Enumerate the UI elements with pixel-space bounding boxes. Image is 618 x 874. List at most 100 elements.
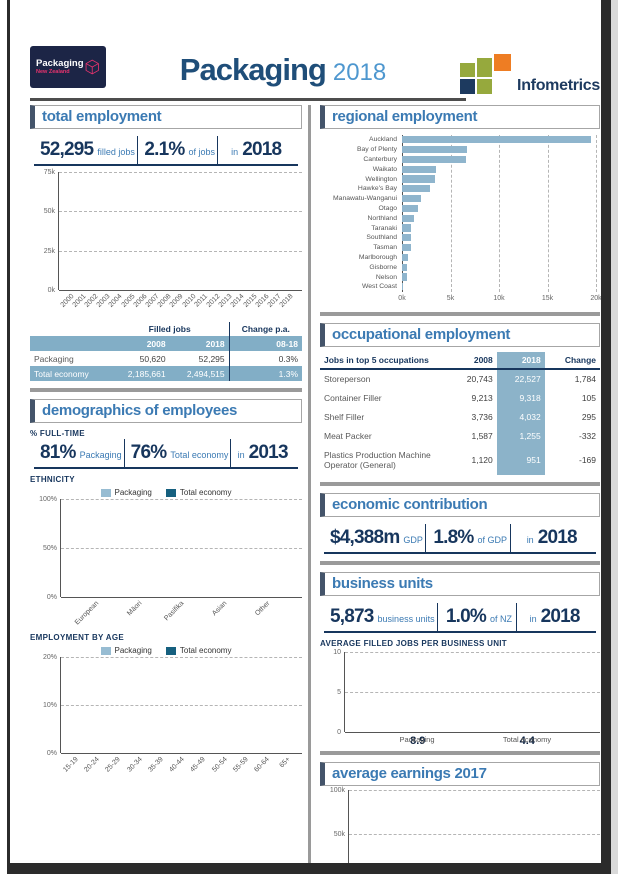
- packaging-nz-logo: Packaging New Zealand: [30, 46, 106, 88]
- x-tick-label: 15k: [541, 294, 554, 302]
- legend-swatch: [165, 646, 176, 655]
- x-axis-labels: 0k 5k 10k 15k 20k: [398, 292, 601, 305]
- business-units-chart: 0 5 10 8.9 4.4 Packaging Total economy: [320, 649, 600, 747]
- y-tick-label: 0%: [46, 750, 57, 758]
- columns: total employment 52,295 filled jobs 2.1%…: [30, 105, 602, 874]
- ethnicity-label: ETHNICITY: [30, 475, 75, 485]
- hbar-row: Marlborough: [320, 253, 600, 263]
- x-tick-label: Pasifika: [163, 600, 186, 623]
- gridline: [61, 657, 302, 659]
- gridline: [61, 753, 302, 755]
- section-demographics: demographics of employees % FULL-TIME 81…: [30, 399, 302, 779]
- right-column: regional employment Auckland Bay of Plent…: [308, 105, 602, 874]
- x-tick-label: 20k: [590, 294, 602, 302]
- section-title: total employment: [30, 105, 302, 129]
- hbar-label: Wellington: [365, 175, 397, 183]
- section-business-units: business units 5,873 business units 1.0%…: [320, 571, 600, 747]
- hbar-label: Otago: [378, 204, 397, 212]
- demographics-stats: 81% Packaging 76% Total economy in 2013: [34, 439, 298, 470]
- gridline: [499, 135, 500, 292]
- stat-share-of-jobs: 2.1% of jobs: [138, 136, 219, 164]
- filled-jobs-table: Filled jobs Change p.a. 2008 2018 08-18: [30, 322, 302, 382]
- bar-value-label: 8.9: [410, 734, 426, 747]
- section-divider: [320, 311, 600, 316]
- table-header-row: Jobs in top 5 occupations 2008 2018 Chan…: [320, 351, 600, 370]
- stat-gdp: $4,388m GDP: [324, 523, 426, 552]
- bar: [402, 165, 436, 173]
- x-tick-label: European: [73, 600, 101, 627]
- hbar-row: Southland: [320, 233, 600, 243]
- table-row: Plastics Production Machine Operator (Ge…: [320, 445, 600, 475]
- plot-area: 0k 25k 50k 75k: [44, 169, 302, 294]
- regional-employment-chart: Auckland Bay of Plenty Canterbury Waikato We…: [320, 135, 602, 305]
- hbar-label: Nelson: [375, 273, 397, 281]
- hbar-label: Southland: [366, 234, 397, 242]
- gridline: [61, 705, 302, 707]
- cube-icon: [85, 59, 99, 75]
- stat-year: in 2018: [231, 139, 282, 160]
- x-tick-label: 25-29: [104, 756, 123, 774]
- bar: [402, 185, 431, 193]
- title-text: Packaging: [179, 52, 327, 87]
- hbar-label: West Coast: [361, 283, 397, 291]
- x-tick-label: 5k: [446, 294, 455, 302]
- age-label: EMPLOYMENT BY AGE: [30, 633, 124, 643]
- x-axis-labels: 15-19 20-24 25-29 30-34 35-39 40-44 45-49 50-54…: [60, 753, 302, 779]
- x-tick-label: 10k: [493, 294, 505, 302]
- infometrics-brand-name: Infometrics: [517, 77, 600, 94]
- table-row: Shelf Filler 3,736 4,032 295: [320, 407, 600, 427]
- legend-item: Total economy: [165, 488, 231, 497]
- col-2008: 2008: [110, 336, 170, 352]
- x-tick-label: Other: [254, 600, 272, 618]
- section-title: economic contribution: [320, 492, 600, 517]
- hbar-row: Bay of Plenty: [320, 145, 600, 155]
- plot-area: 0 5 10 8.9 4.4: [333, 649, 600, 747]
- y-tick-label: 100k: [329, 786, 345, 794]
- section-title: occupational employment: [320, 322, 600, 347]
- plot-area: 0% 50% 100%: [39, 496, 302, 601]
- legend-item: Packaging: [100, 646, 152, 656]
- gridline: [59, 250, 302, 252]
- y-tick-label: 0k: [47, 287, 55, 294]
- x-axis-labels: Packaging Total economy: [344, 732, 600, 744]
- bar: [402, 155, 467, 164]
- gridline: [596, 135, 597, 292]
- ethnicity-chart: Packaging Total economy 0% 50% 100% European M…: [30, 488, 302, 627]
- y-tick-label: 100%: [39, 496, 57, 504]
- x-tick-label: 50-54: [210, 756, 229, 774]
- x-tick-label: 15-19: [61, 756, 80, 774]
- y-tick-label: 50%: [42, 545, 57, 553]
- section-regional-employment: regional employment Auckland Bay of Plent…: [320, 105, 602, 305]
- x-tick-label: 2018: [278, 293, 295, 309]
- hbar-row: Auckland: [320, 135, 600, 145]
- gridline: [349, 833, 600, 835]
- hbar-label: Auckland: [369, 136, 397, 144]
- stat-fulltime-packaging: 81% Packaging: [34, 439, 125, 468]
- bar: [402, 146, 467, 154]
- stat-business-units: 5,873 business units: [324, 602, 438, 631]
- hbar-row: Hawke's Bay: [320, 184, 600, 194]
- stat-nz-share: 1.0% of NZ: [438, 602, 518, 631]
- x-tick-label: 55-59: [232, 756, 250, 774]
- legend-item: Total economy: [165, 646, 231, 655]
- section-title: average earnings 2017: [320, 761, 600, 786]
- x-tick-label: 40-44: [168, 756, 186, 774]
- bars: $58,100$58,900: [349, 790, 600, 874]
- hbar-label: Northland: [367, 214, 397, 222]
- legend-swatch: [100, 646, 111, 655]
- hbar-label: Marlborough: [358, 253, 397, 261]
- x-tick-label: 35-39: [147, 756, 165, 774]
- page-title: Packaging 2018: [180, 52, 386, 88]
- hbar-label: Bay of Plenty: [356, 146, 397, 154]
- table-row: Packaging 50,620 52,295 0.3%: [30, 351, 302, 367]
- title-year: 2018: [332, 59, 387, 86]
- page-header: Packaging New Zealand Packaging 2018: [30, 46, 600, 96]
- logo-line2: New Zealand: [36, 69, 70, 76]
- gridline: [345, 731, 600, 733]
- legend-label: Packaging: [114, 646, 152, 656]
- gridline: [61, 548, 302, 550]
- infometrics-logo: Infometrics: [460, 54, 600, 95]
- plot-area: 0% 10% 20%: [43, 654, 302, 757]
- section-divider: [320, 750, 600, 755]
